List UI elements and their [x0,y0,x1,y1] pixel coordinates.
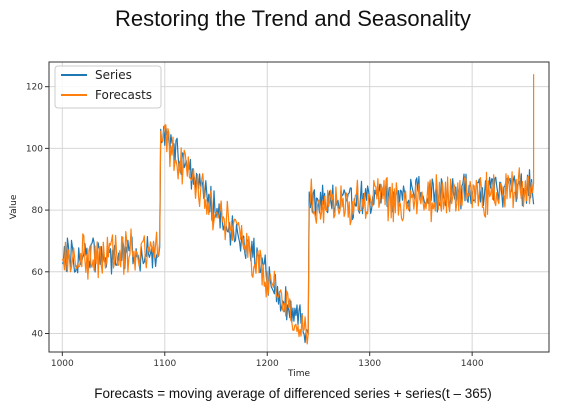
x-axis: 1000 1100 1200 1300 1400 [51,352,484,369]
chart: 1000 1100 1200 1300 1400 40 60 80 100 120 Time V… [9,61,550,379]
plot-area [49,62,549,352]
y-tick-label: 40 [32,329,44,339]
caption: Forecasts = moving average of difference… [94,386,492,401]
y-tick-label: 60 [32,268,44,278]
legend-box [54,65,162,109]
x-tick-label: 1100 [153,359,176,369]
legend-forecasts-label: Forecasts [95,88,152,102]
x-tick-label: 1400 [461,359,484,369]
x-axis-label: Time [287,369,310,379]
series-lines [61,74,535,345]
legend-series-label: Series [95,68,132,82]
series-line-forecasts [61,74,535,345]
y-axis-label: Value [9,194,19,219]
y-tick-label: 80 [32,206,44,216]
x-tick-label: 1300 [358,359,381,369]
slide-title: Restoring the Trend and Seasonality [115,6,471,31]
y-tick-label: 100 [26,144,43,154]
x-tick-label: 1200 [256,359,279,369]
y-tick-label: 120 [26,83,43,93]
plot-frame [48,61,550,353]
y-axis: 40 60 80 100 120 [26,83,49,339]
legend: Series Forecasts [54,65,162,109]
x-tick-label: 1000 [51,359,74,369]
